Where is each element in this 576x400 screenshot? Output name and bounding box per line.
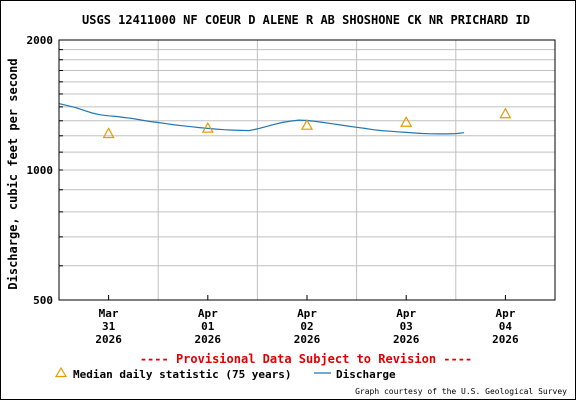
legend-triangle-icon (54, 366, 68, 378)
provisional-notice: ---- Provisional Data Subject to Revisio… (140, 352, 472, 366)
x-tick-label: 2026 (492, 333, 519, 346)
y-tick-label: 2000 (27, 34, 54, 47)
grid-layer (59, 40, 555, 300)
legend-label-discharge: Discharge (336, 368, 396, 381)
x-tick-label: 31 (102, 320, 116, 333)
x-tick-label: Mar (99, 307, 119, 320)
x-tick-label: 02 (300, 320, 313, 333)
discharge-series-line (58, 103, 465, 135)
x-tick-label: Apr (297, 307, 317, 320)
median-triangle-point (400, 116, 413, 127)
median-triangle-point (300, 118, 314, 130)
median-triangle-point (499, 107, 512, 119)
x-tick-label: 2026 (294, 333, 321, 346)
legend: Median daily statistic (75 years) Discha… (54, 366, 396, 381)
median-triangle-point (201, 121, 214, 133)
median-triangle-point (102, 127, 115, 139)
credit-text: Graph courtesy of the U.S. Geological Su… (355, 387, 567, 396)
x-tick-label: Apr (495, 307, 515, 320)
data-layer (58, 103, 512, 139)
x-tick-label: 2026 (195, 333, 222, 346)
legend-label-median: Median daily statistic (75 years) (73, 368, 292, 381)
y-tick-label: 1000 (27, 164, 54, 177)
y-axis-label: Discharge, cubic feet per second (6, 58, 20, 289)
y-tick-label: 500 (33, 294, 53, 307)
x-tick-label: 04 (499, 320, 513, 333)
x-tick-label: Apr (396, 307, 416, 320)
x-tick-label: 2026 (393, 333, 420, 346)
x-tick-labels: Mar312026Apr012026Apr022026Apr032026Apr0… (95, 295, 519, 346)
y-tick-labels: 500 1000 2000 (27, 34, 63, 307)
x-tick-label: 2026 (95, 333, 122, 346)
chart-title: USGS 12411000 NF COEUR D ALENE R AB SHOS… (82, 13, 530, 27)
x-tick-label: Apr (198, 307, 218, 320)
x-tick-label: 01 (201, 320, 215, 333)
x-tick-label: 03 (400, 320, 413, 333)
